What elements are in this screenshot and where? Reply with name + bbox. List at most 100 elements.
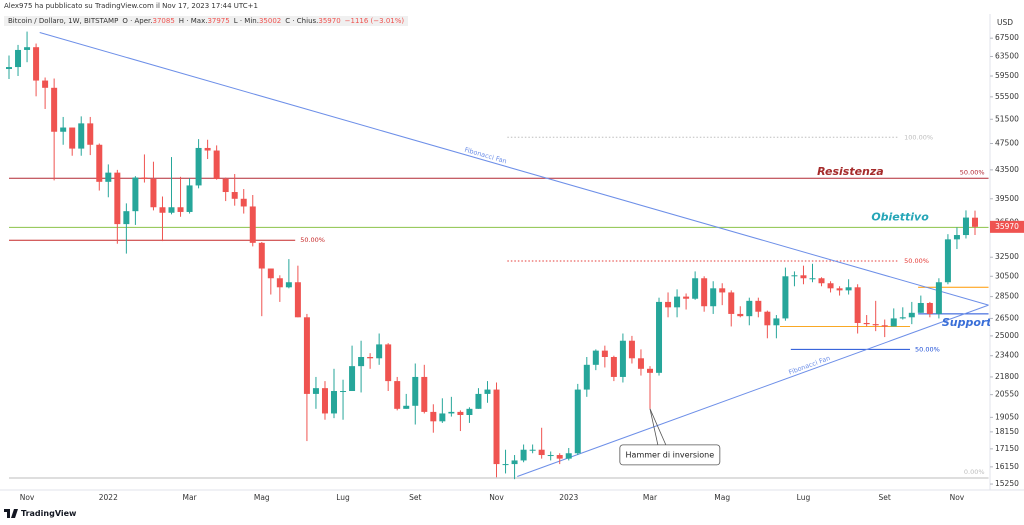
y-axis-label: USD xyxy=(997,18,1013,27)
ohlc-value: 37085 xyxy=(152,17,175,25)
candle-body xyxy=(646,368,653,373)
ohlc-label: O · Aper. xyxy=(122,17,153,25)
y-tick-label: 39500 xyxy=(995,194,1019,203)
candle-body xyxy=(331,391,338,414)
candle-body xyxy=(249,206,256,243)
y-tick-label: 28500 xyxy=(995,292,1019,301)
candle-body xyxy=(610,356,617,377)
candle-body xyxy=(466,408,473,416)
y-tick-label: 16150 xyxy=(995,462,1019,471)
annotation: Obiettivo xyxy=(871,211,929,224)
candle-body xyxy=(701,278,708,307)
candle-body xyxy=(87,123,94,145)
candle-body xyxy=(791,275,798,277)
candle-body xyxy=(502,464,509,466)
candle-body xyxy=(845,287,852,291)
candle-body xyxy=(511,460,518,465)
y-tick-label: 20550 xyxy=(995,390,1019,399)
candle-body xyxy=(755,300,762,312)
price-tag xyxy=(990,220,1024,233)
brand-name: TradingView xyxy=(21,509,77,518)
y-tick-label: 63500 xyxy=(995,51,1019,60)
candle-body xyxy=(60,127,67,132)
candle-body xyxy=(583,364,590,390)
candle-body xyxy=(222,178,229,193)
candle-body xyxy=(186,185,193,212)
candle-body xyxy=(899,317,906,319)
candle-body xyxy=(935,282,942,314)
candle-body xyxy=(926,302,933,314)
ohlc-label: H · Max. xyxy=(178,17,208,25)
candle-body xyxy=(683,296,690,299)
candle-body xyxy=(800,275,807,279)
candle-body xyxy=(827,283,834,289)
x-tick-label: 2022 xyxy=(99,493,118,502)
trend-line xyxy=(517,304,989,477)
candle-body xyxy=(818,278,825,284)
publish-info: Alex975 ha pubblicato su TradingView.com… xyxy=(4,2,258,10)
annotation: Resistenza xyxy=(817,165,884,178)
candle-body xyxy=(665,301,672,308)
ohlc-item: L · Min.35002 xyxy=(234,17,282,25)
candle-body xyxy=(105,172,112,182)
candle-body xyxy=(213,150,220,179)
candle-body xyxy=(746,300,753,317)
ohlc-item: O · Aper.37085 xyxy=(122,17,174,25)
candle-body xyxy=(430,411,437,422)
candle-body xyxy=(674,296,681,308)
candle-body xyxy=(547,455,554,457)
level-label: 50.00% xyxy=(915,345,940,353)
candle-body xyxy=(412,376,419,406)
candle-body xyxy=(123,211,130,225)
candle-body xyxy=(439,413,446,422)
candle-body xyxy=(764,311,771,326)
ohlc-legend: Bitcoin / Dollaro, 1W, BITSTAMP O · Aper… xyxy=(4,16,409,26)
candle-body xyxy=(574,389,581,454)
callout-text: Hammer di inversione xyxy=(626,450,715,459)
trend-line xyxy=(39,31,989,306)
y-tick-label: 51500 xyxy=(995,114,1019,123)
y-tick-label: 23400 xyxy=(995,351,1019,360)
level-label: 50.00% xyxy=(300,236,325,244)
candle-body xyxy=(529,449,536,451)
candle-body xyxy=(972,217,978,227)
ohlc-value: 37975 xyxy=(207,17,230,25)
candle-body xyxy=(881,325,888,327)
candle-body xyxy=(240,198,247,207)
candle-body xyxy=(908,312,915,318)
y-tick-label: 17150 xyxy=(995,444,1019,453)
x-tick-label: Mag xyxy=(714,493,730,502)
candle-body xyxy=(96,144,103,182)
candle-body xyxy=(168,207,175,213)
candle-body xyxy=(836,288,843,291)
ohlc-value: 35002 xyxy=(258,17,282,25)
candle-body xyxy=(312,388,319,394)
candle-body xyxy=(692,278,699,299)
candle-body xyxy=(294,282,301,318)
candle-body xyxy=(394,381,401,409)
candle-body xyxy=(448,411,455,414)
candle-body xyxy=(51,87,58,132)
candle-body xyxy=(403,405,410,409)
x-tick-label: Set xyxy=(879,493,891,502)
x-tick-label: Lug xyxy=(797,493,811,502)
candle-body xyxy=(863,322,870,325)
brand-logo xyxy=(4,509,18,518)
candle-body xyxy=(204,147,211,151)
candle-body xyxy=(132,177,139,212)
y-tick-label: 59500 xyxy=(995,71,1019,80)
candle-body xyxy=(349,366,356,392)
chart: USD 50.00% 50.00% 100.00% 50.00% 50.00% 0.00%… xyxy=(0,14,1024,502)
symbol-title: Bitcoin / Dollaro, 1W, BITSTAMP xyxy=(8,17,119,25)
candle-body xyxy=(321,388,328,414)
x-tick-label: Nov xyxy=(489,493,504,502)
candle-body xyxy=(24,47,31,50)
candle-body xyxy=(42,80,49,88)
candle-body xyxy=(944,239,951,283)
candle-body xyxy=(475,393,482,409)
level-label: 50.00% xyxy=(960,168,985,176)
candle-body xyxy=(69,127,76,149)
change: −1116 (−3.01%) xyxy=(344,17,405,25)
candle-body xyxy=(601,350,608,357)
